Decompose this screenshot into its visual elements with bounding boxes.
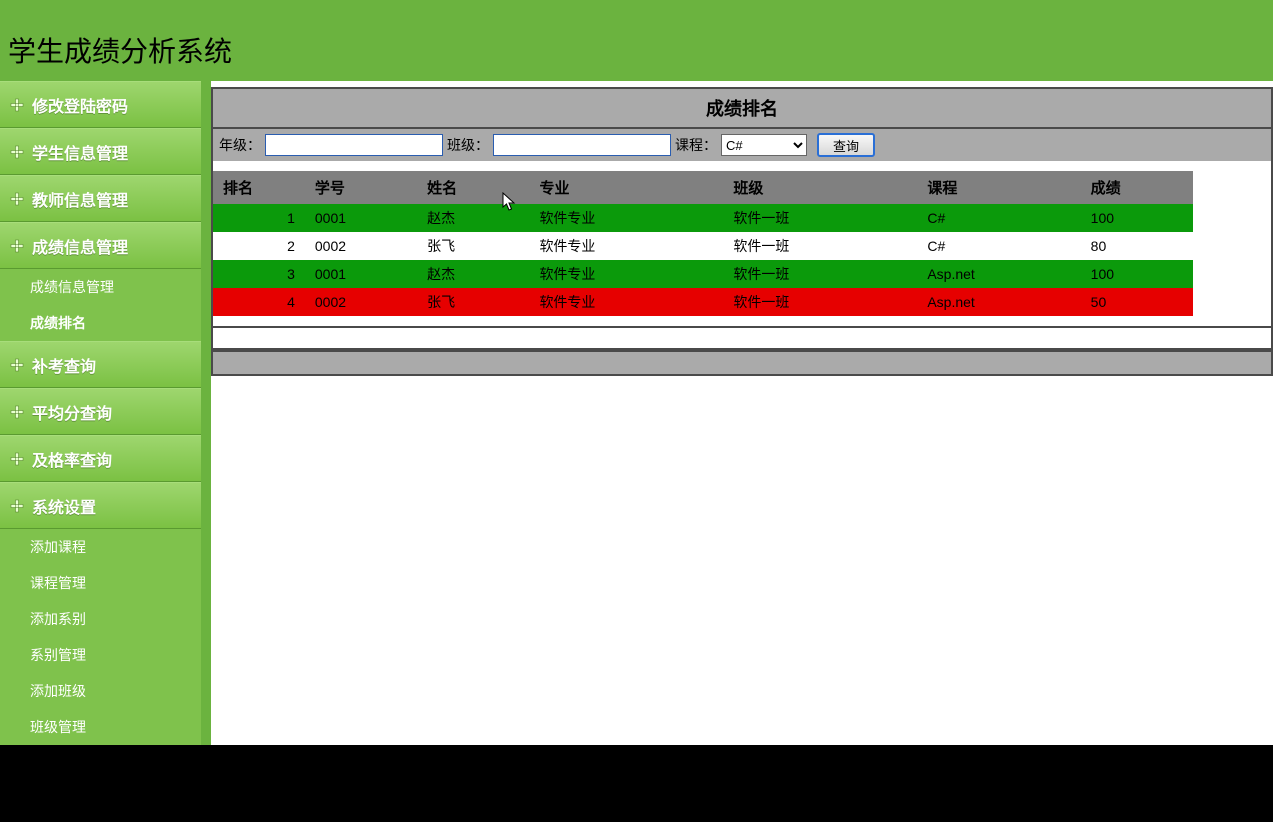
sidebar-item-label: 平均分查询 [32, 400, 112, 424]
sidebar: 修改登陆密码学生信息管理教师信息管理成绩信息管理成绩信息管理成绩排名补考查询平均… [0, 81, 201, 745]
panel-spacer [211, 328, 1273, 350]
sidebar-sub-item[interactable]: 成绩信息管理 [0, 269, 201, 305]
grade-input[interactable] [265, 134, 443, 156]
table-row[interactable]: 40002张飞软件专业软件一班Asp.net50 [213, 288, 1193, 316]
sidebar-sub-item[interactable]: 成绩排名 [0, 305, 201, 341]
table-row[interactable]: 30001赵杰软件专业软件一班Asp.net100 [213, 260, 1193, 288]
table-header-cell: 课程 [917, 171, 1080, 204]
plus-icon [10, 405, 24, 419]
table-cell: C# [917, 232, 1080, 260]
plus-icon [10, 499, 24, 513]
sidebar-item-label: 补考查询 [32, 353, 96, 377]
sidebar-sub-item[interactable]: 系别管理 [0, 637, 201, 673]
table-cell: 软件专业 [529, 260, 723, 288]
course-label: 课程： [675, 135, 717, 155]
table-cell: 赵杰 [417, 204, 529, 232]
table-cell: 0002 [305, 232, 417, 260]
table-cell: 4 [213, 288, 305, 316]
table-cell: 0001 [305, 260, 417, 288]
table-cell: Asp.net [917, 260, 1080, 288]
table-cell: 赵杰 [417, 260, 529, 288]
sidebar-sub-item[interactable]: 课程管理 [0, 565, 201, 601]
class-input[interactable] [493, 134, 671, 156]
table-cell: 软件一班 [723, 260, 917, 288]
table-cell: 软件一班 [723, 232, 917, 260]
main-content: 成绩排名 年级： 班级： 课程： C#Asp.net 查询 排名学号姓名专业班级… [211, 81, 1273, 745]
table-cell: 张飞 [417, 288, 529, 316]
table-cell: 50 [1081, 288, 1193, 316]
sidebar-sub-item[interactable]: 添加课程 [0, 529, 201, 565]
filter-bar: 年级： 班级： 课程： C#Asp.net 查询 [213, 127, 1271, 161]
sidebar-item[interactable]: 成绩信息管理 [0, 222, 201, 269]
sidebar-item-label: 修改登陆密码 [32, 93, 128, 117]
sidebar-sub-item[interactable]: 添加系别 [0, 601, 201, 637]
table-cell: 软件专业 [529, 204, 723, 232]
table-cell: C# [917, 204, 1080, 232]
body: 修改登陆密码学生信息管理教师信息管理成绩信息管理成绩信息管理成绩排名补考查询平均… [0, 81, 1273, 745]
sidebar-item-label: 系统设置 [32, 494, 96, 518]
class-label: 班级： [447, 135, 489, 155]
table-cell: 80 [1081, 232, 1193, 260]
table-header-cell: 排名 [213, 171, 305, 204]
table-header-cell: 班级 [723, 171, 917, 204]
panel-title: 成绩排名 [213, 89, 1271, 127]
plus-icon [10, 192, 24, 206]
course-select[interactable]: C#Asp.net [721, 134, 807, 156]
table-row[interactable]: 10001赵杰软件专业软件一班C#100 [213, 204, 1193, 232]
grade-label: 年级： [219, 135, 261, 155]
plus-icon [10, 452, 24, 466]
table-body: 10001赵杰软件专业软件一班C#10020002张飞软件专业软件一班C#803… [213, 204, 1193, 316]
table-cell: 100 [1081, 204, 1193, 232]
table-cell: 3 [213, 260, 305, 288]
table-header-cell: 学号 [305, 171, 417, 204]
ranking-panel: 成绩排名 年级： 班级： 课程： C#Asp.net 查询 排名学号姓名专业班级… [211, 87, 1273, 328]
table-wrap: 排名学号姓名专业班级课程成绩 10001赵杰软件专业软件一班C#10020002… [213, 161, 1271, 326]
table-cell: 软件一班 [723, 288, 917, 316]
table-cell: Asp.net [917, 288, 1080, 316]
table-cell: 0002 [305, 288, 417, 316]
table-cell: 100 [1081, 260, 1193, 288]
page-title: 学生成绩分析系统 [8, 30, 1273, 70]
table-cell: 软件专业 [529, 288, 723, 316]
sidebar-item[interactable]: 教师信息管理 [0, 175, 201, 222]
sidebar-item[interactable]: 学生信息管理 [0, 128, 201, 175]
sidebar-item[interactable]: 及格率查询 [0, 435, 201, 482]
table-header-cell: 专业 [529, 171, 723, 204]
table-cell: 2 [213, 232, 305, 260]
table-cell: 1 [213, 204, 305, 232]
table-header-row: 排名学号姓名专业班级课程成绩 [213, 171, 1193, 204]
table-cell: 张飞 [417, 232, 529, 260]
query-button[interactable]: 查询 [817, 133, 875, 157]
results-table: 排名学号姓名专业班级课程成绩 10001赵杰软件专业软件一班C#10020002… [213, 171, 1193, 316]
sidebar-item-label: 教师信息管理 [32, 187, 128, 211]
plus-icon [10, 98, 24, 112]
sidebar-item[interactable]: 系统设置 [0, 482, 201, 529]
header: 学生成绩分析系统 [0, 0, 1273, 81]
sidebar-item[interactable]: 补考查询 [0, 341, 201, 388]
table-cell: 软件一班 [723, 204, 917, 232]
plus-icon [10, 239, 24, 253]
sidebar-sub-item[interactable]: 班级管理 [0, 709, 201, 745]
plus-icon [10, 145, 24, 159]
sidebar-sub-item[interactable]: 添加班级 [0, 673, 201, 709]
plus-icon [10, 358, 24, 372]
sidebar-item-label: 成绩信息管理 [32, 234, 128, 258]
sidebar-item-label: 及格率查询 [32, 447, 112, 471]
table-cell: 软件专业 [529, 232, 723, 260]
table-header-cell: 姓名 [417, 171, 529, 204]
table-header-cell: 成绩 [1081, 171, 1193, 204]
sidebar-item[interactable]: 平均分查询 [0, 388, 201, 435]
sidebar-item-label: 学生信息管理 [32, 140, 128, 164]
table-row[interactable]: 20002张飞软件专业软件一班C#80 [213, 232, 1193, 260]
app-root: 学生成绩分析系统 修改登陆密码学生信息管理教师信息管理成绩信息管理成绩信息管理成… [0, 0, 1273, 745]
panel-footer [211, 350, 1273, 376]
sidebar-item[interactable]: 修改登陆密码 [0, 81, 201, 128]
table-cell: 0001 [305, 204, 417, 232]
